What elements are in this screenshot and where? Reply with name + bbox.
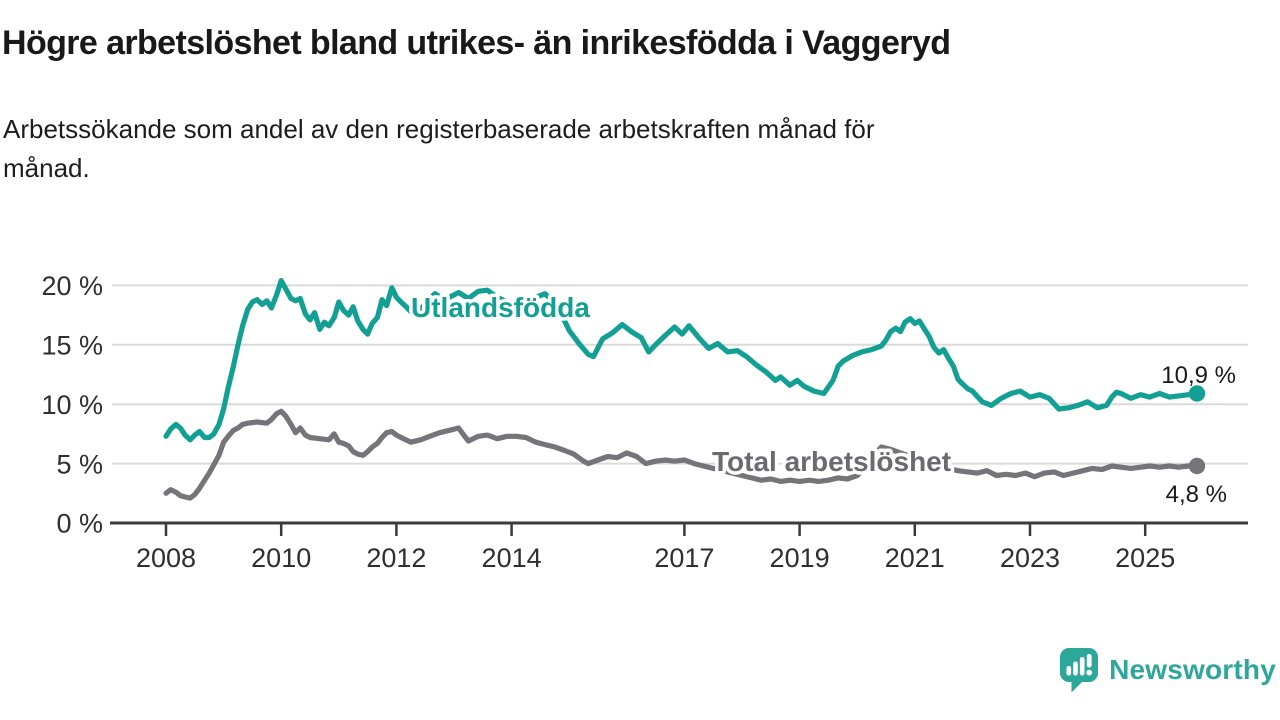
- x-tick-label: 2025: [1115, 543, 1175, 573]
- x-tick-label: 2008: [136, 543, 196, 573]
- y-tick-label: 10 %: [41, 390, 103, 420]
- y-tick-label: 0 %: [56, 509, 103, 539]
- x-tick-label: 2014: [482, 543, 542, 573]
- x-tick-label: 2019: [770, 543, 830, 573]
- x-tick-label: 2017: [654, 543, 714, 573]
- x-tick-label: 2023: [1000, 543, 1060, 573]
- x-tick-label: 2010: [251, 543, 311, 573]
- y-tick-label: 5 %: [56, 449, 103, 479]
- chart-subtitle-line2: månad.: [3, 153, 90, 183]
- newsworthy-logo-icon: [1060, 648, 1099, 693]
- x-tick-label: 2021: [885, 543, 945, 573]
- chart-title: Högre arbetslöshet bland utrikes- än inr…: [2, 24, 951, 62]
- series-end-dot-0: [1188, 385, 1206, 402]
- newsworthy-logo-text: Newsworthy: [1109, 654, 1276, 685]
- series-label-utlandsfodda: Utlandsfödda: [411, 292, 590, 323]
- end-value-label-utlandsfodda: 10,9 %: [1161, 362, 1236, 389]
- y-tick-label: 20 %: [41, 271, 103, 301]
- gridlines: 0 % 5 % 10 % 15 % 20 %: [41, 271, 1248, 539]
- end-value-label-total-arbetsloshet: 4,8 %: [1166, 481, 1227, 508]
- y-tick-label: 15 %: [41, 331, 103, 361]
- series-line-1: [163, 408, 1200, 501]
- series-label-total-arbetsloshet: Total arbetslöshet: [712, 446, 951, 477]
- x-axis: 2008 2010 2012 2014 2017 2019 2021 2023 2025: [110, 521, 1248, 573]
- chart-subtitle: Arbetssökande som andel av den registerb…: [3, 110, 1203, 188]
- series-lines: [163, 278, 1206, 501]
- series-end-dot-1: [1188, 457, 1206, 475]
- chart-subtitle-line1: Arbetssökande som andel av den registerb…: [3, 114, 875, 144]
- x-tick-label: 2012: [366, 543, 426, 573]
- series-line-0: [163, 278, 1200, 443]
- newsworthy-logo: Newsworthy: [1059, 646, 1276, 694]
